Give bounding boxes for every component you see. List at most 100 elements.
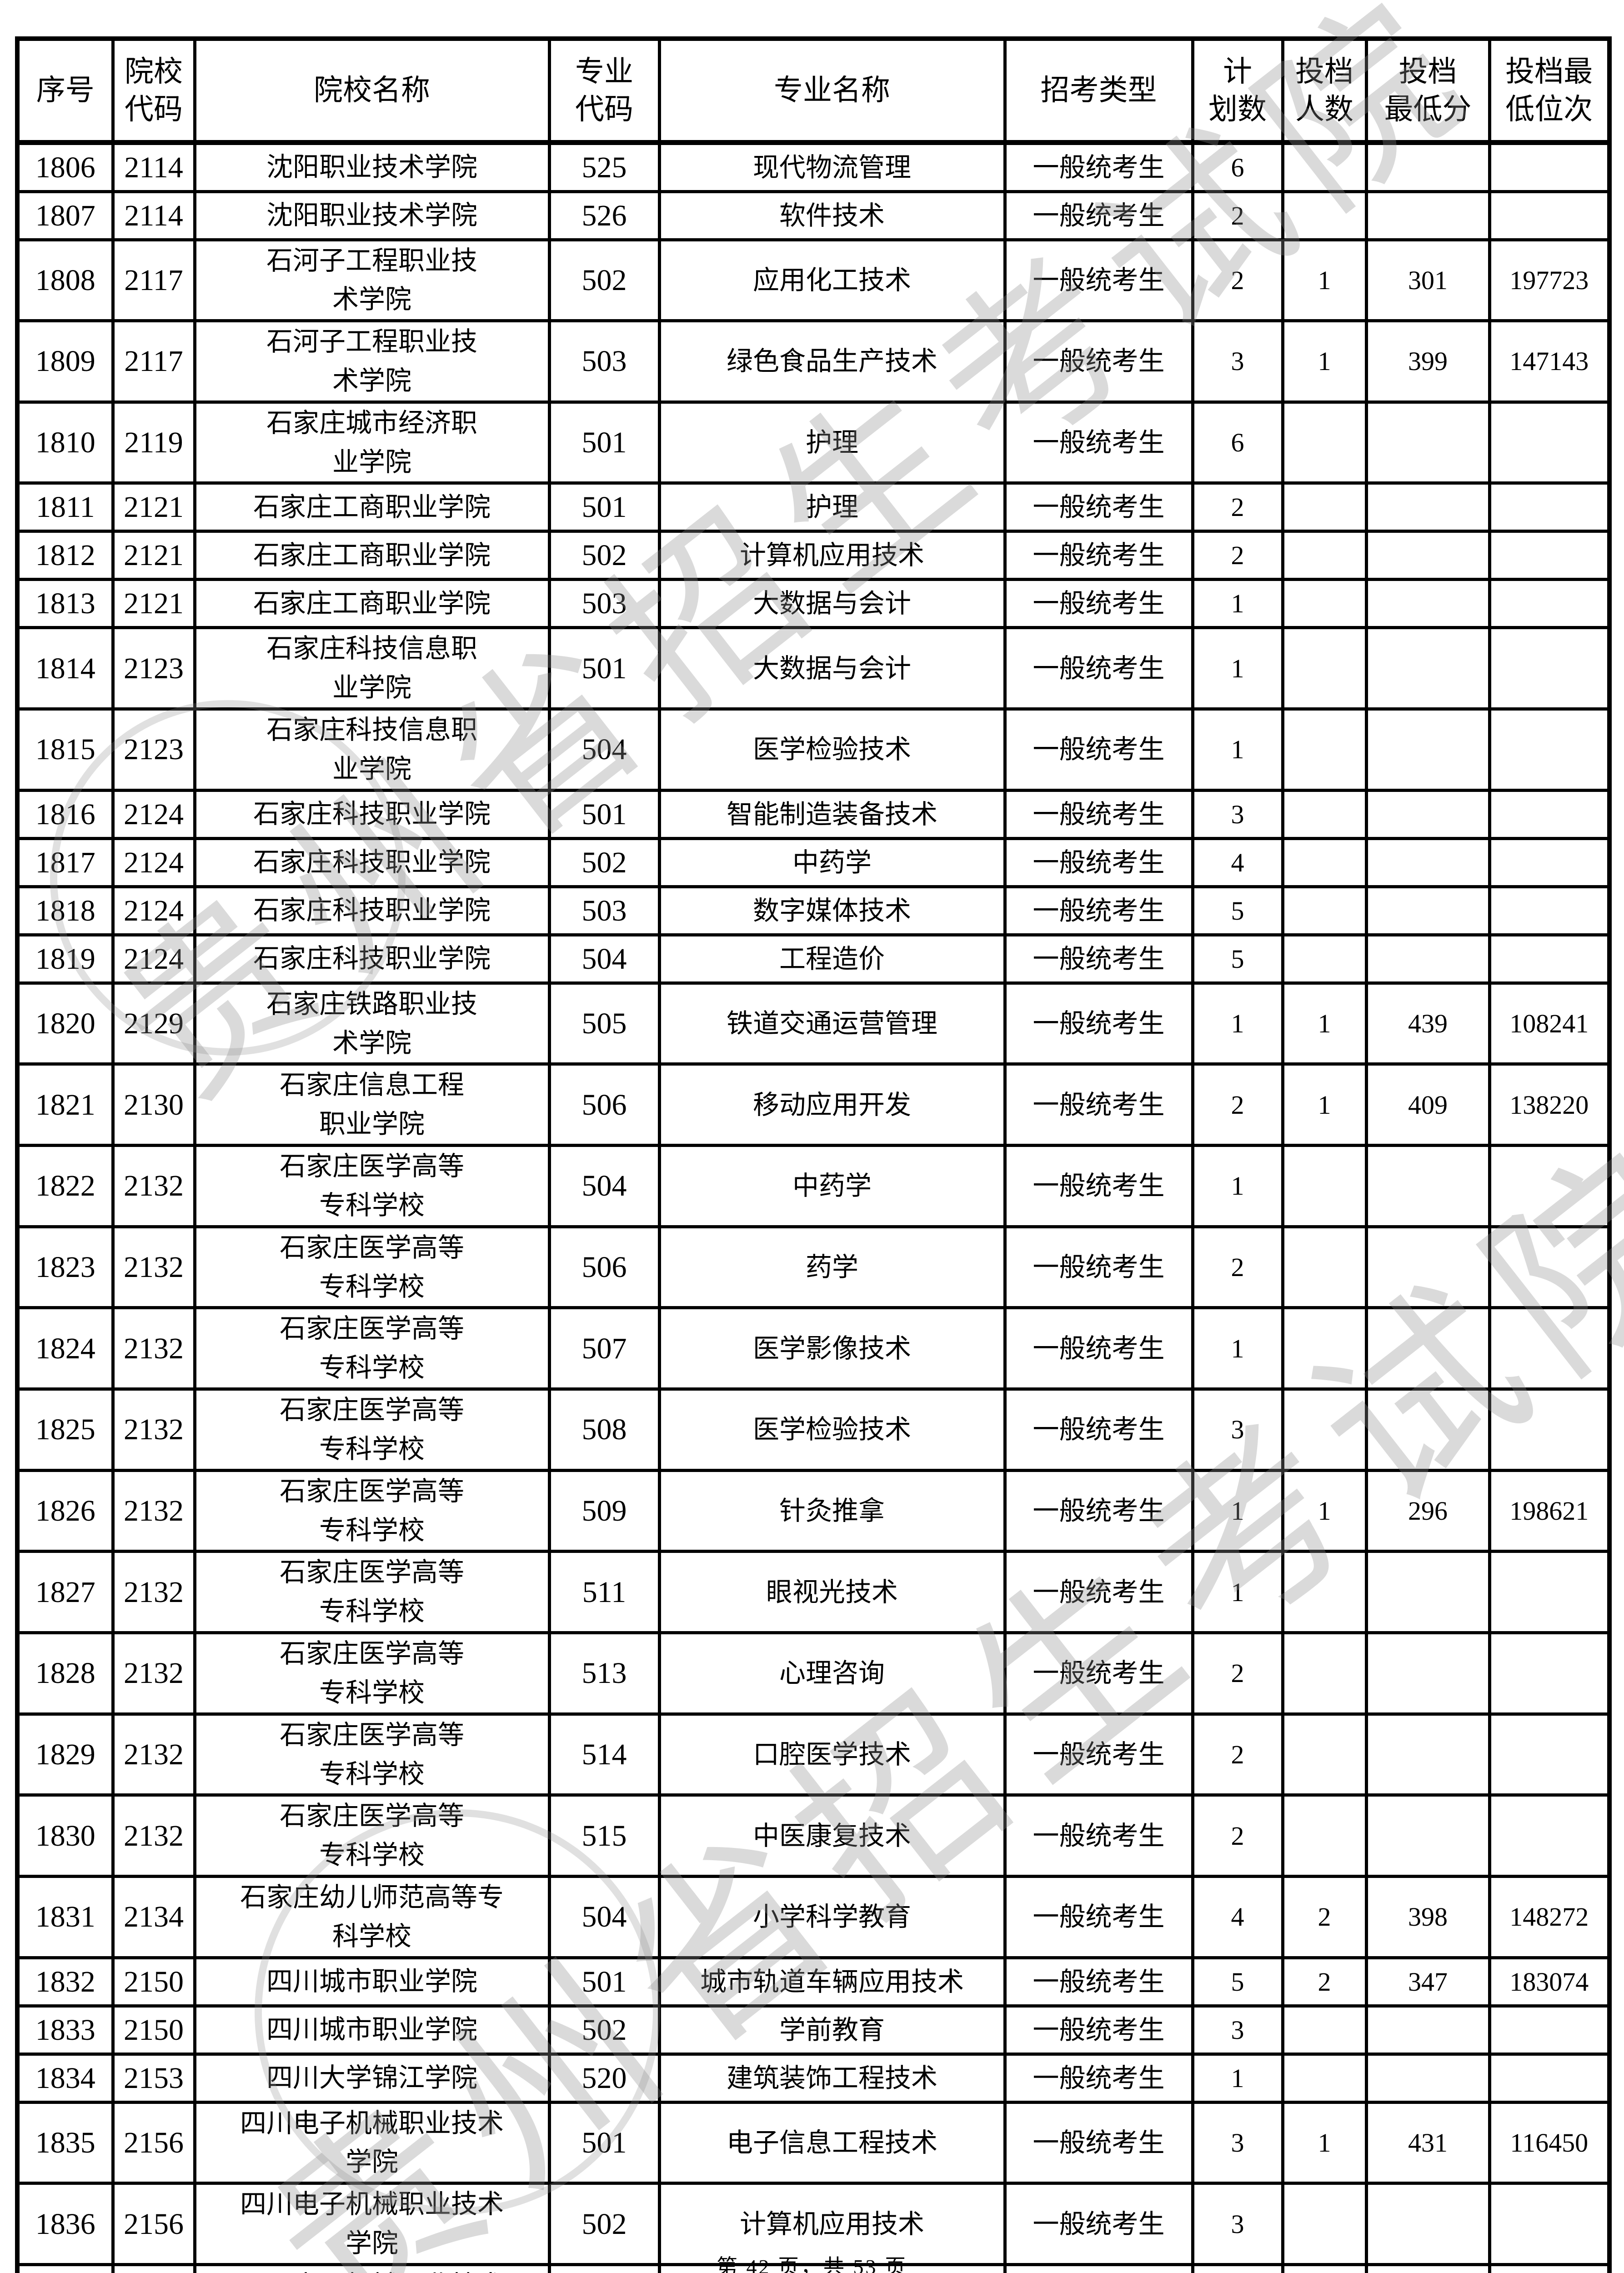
table-header: 序号 院校 代码 院校名称 专业 代码 专业名称 招考类型 计 划数 投档 人数… [15,37,1611,145]
college-code-cell: 2156 [111,2182,196,2266]
header-college-code: 院校 代码 [111,37,196,145]
filed-cell [1281,836,1368,888]
admission-type-cell: 一般统考生 [1003,788,1194,840]
min-score-cell [1364,140,1491,193]
major-code-cell: 507 [547,1306,661,1391]
seq-cell: 1812 [15,530,115,581]
min-rank-cell [1488,836,1611,888]
min-rank-cell: 147143 [1488,319,1611,404]
admission-type-cell: 一般统考生 [1003,2100,1194,2185]
college-name-cell: 石河子工程职业技 术学院 [193,238,551,323]
seq-cell: 1811 [15,481,115,533]
major-code-cell: 503 [547,885,661,936]
plan-cell: 3 [1191,2263,1284,2273]
min-score-cell: 301 [1364,238,1491,323]
admission-type-cell: 一般统考生 [1003,626,1194,711]
college-code-cell: 2124 [111,836,196,888]
min-score-cell [1364,1144,1491,1228]
plan-cell: 6 [1191,400,1284,485]
min-rank-cell [1488,140,1611,193]
major-name-cell: 中药学 [657,836,1007,888]
min-rank-cell [1488,1144,1611,1228]
plan-cell: 3 [1191,788,1284,840]
major-name-cell: 眼视光技术 [657,1550,1007,1635]
major-name-cell: 学前教育 [657,2004,1007,2056]
college-name-cell: 石家庄科技信息职 业学院 [193,626,551,711]
min-rank-cell: 148272 [1488,1875,1611,1959]
plan-cell: 3 [1191,319,1284,404]
min-score-cell [1364,190,1491,241]
table-row: 1831 2134 石家庄幼儿师范高等专 科学校 504 小学科学教育 一般统考… [15,1875,1611,1959]
min-score-cell [1364,885,1491,936]
major-code-cell: 501 [547,626,661,711]
college-code-cell: 2153 [111,2052,196,2104]
min-score-cell: 296 [1364,1468,1491,1553]
admission-type-cell: 一般统考生 [1003,2263,1194,2273]
college-code-cell: 2156 [111,2100,196,2185]
college-code-cell: 2121 [111,578,196,630]
major-name-cell: 中医康复技术 [657,1793,1007,1878]
college-name-cell: 石家庄幼儿师范高等专 科学校 [193,1875,551,1959]
admission-type-cell: 一般统考生 [1003,1062,1194,1147]
header-college-name: 院校名称 [193,37,551,145]
filed-cell [1281,1793,1368,1878]
min-rank-cell: 198621 [1488,1468,1611,1553]
college-code-cell: 2124 [111,933,196,985]
filed-cell [1281,578,1368,630]
major-code-cell: 511 [547,1550,661,1635]
college-name-cell: 石家庄信息工程 职业学院 [193,1062,551,1147]
plan-cell: 1 [1191,1306,1284,1391]
admission-score-table: 序号 院校 代码 院校名称 专业 代码 专业名称 招考类型 计 划数 投档 人数… [15,36,1612,2273]
college-code-cell: 2150 [111,1956,196,2008]
min-score-cell [1364,530,1491,581]
seq-cell: 1827 [15,1550,115,1635]
table-body: 1806 2114 沈阳职业技术学院 525 现代物流管理 一般统考生 6 18… [15,140,1611,2273]
plan-cell: 2 [1191,1793,1284,1878]
filed-cell [1281,1631,1368,1716]
college-name-cell: 石家庄医学高等 专科学校 [193,1144,551,1228]
table-row: 1830 2132 石家庄医学高等 专科学校 515 中医康复技术 一般统考生 … [15,1793,1611,1878]
college-code-cell: 2121 [111,481,196,533]
plan-cell: 4 [1191,836,1284,888]
college-code-cell: 2124 [111,788,196,840]
filed-cell [1281,933,1368,985]
min-rank-cell: 197723 [1488,238,1611,323]
major-name-cell: 中药学 [657,1144,1007,1228]
filed-cell: 1 [1281,981,1368,1066]
college-code-cell: 2129 [111,981,196,1066]
header-plan-count: 计 划数 [1191,37,1284,145]
major-code-cell: 509 [547,1468,661,1553]
table-row: 1814 2123 石家庄科技信息职 业学院 501 大数据与会计 一般统考生 … [15,626,1611,711]
college-name-cell: 石家庄科技职业学院 [193,885,551,936]
major-code-cell: 502 [547,238,661,323]
min-rank-cell [1488,578,1611,630]
admission-type-cell: 一般统考生 [1003,1550,1194,1635]
admission-type-cell: 一般统考生 [1003,2182,1194,2266]
header-admission-type: 招考类型 [1003,37,1194,145]
seq-cell: 1817 [15,836,115,888]
major-name-cell: 口腔医学技术 [657,1712,1007,1797]
college-name-cell: 四川大学锦江学院 [193,2052,551,2104]
major-name-cell: 移动应用开发 [657,1062,1007,1147]
college-code-cell: 2132 [111,1306,196,1391]
college-code-cell: 2150 [111,2004,196,2056]
college-code-cell: 2114 [111,190,196,241]
table-row: 1818 2124 石家庄科技职业学院 503 数字媒体技术 一般统考生 5 [15,885,1611,936]
admission-type-cell: 一般统考生 [1003,530,1194,581]
min-score-cell [1364,400,1491,485]
plan-cell: 3 [1191,2182,1284,2266]
seq-cell: 1829 [15,1712,115,1797]
seq-cell: 1816 [15,788,115,840]
filed-cell [1281,1712,1368,1797]
table-row: 1820 2129 石家庄铁路职业技 术学院 505 铁道交通运营管理 一般统考… [15,981,1611,1066]
college-code-cell: 2130 [111,1062,196,1147]
filed-cell [1281,1225,1368,1310]
major-code-cell: 525 [547,140,661,193]
major-name-cell: 护理 [657,400,1007,485]
admission-type-cell: 一般统考生 [1003,981,1194,1066]
filed-cell [1281,626,1368,711]
college-name-cell: 四川电子机械职业技术 学院 [193,2100,551,2185]
seq-cell: 1821 [15,1062,115,1147]
filed-cell [1281,1387,1368,1472]
table-row: 1836 2156 四川电子机械职业技术 学院 502 计算机应用技术 一般统考… [15,2182,1611,2266]
